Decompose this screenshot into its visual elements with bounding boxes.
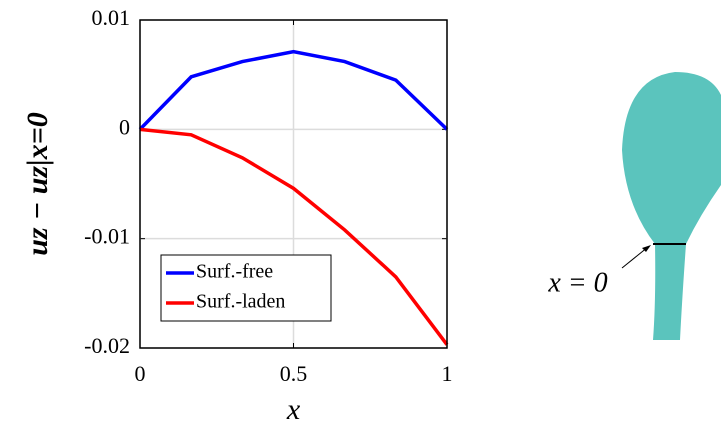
annotation: x = 0 — [547, 267, 607, 298]
axes-box — [139, 19, 448, 349]
y-tick-label: 0.01 — [92, 5, 131, 30]
y-tick-label: -0.01 — [84, 224, 130, 249]
arrow — [621, 246, 649, 269]
series-line — [138, 49, 449, 131]
series-line — [139, 127, 449, 346]
x-tick-label: 0 — [135, 361, 146, 386]
drop-shape — [622, 72, 721, 340]
y-tick-label: 0 — [119, 114, 130, 139]
legend-box — [160, 254, 332, 322]
x-axis-label: x — [286, 393, 301, 426]
legend-label: Surf.-laden — [196, 291, 285, 313]
legend-label: Surf.-free — [196, 261, 273, 283]
arrowhead — [642, 245, 651, 252]
y-axis-label: uz − uz|x=0 — [21, 112, 54, 256]
drop-diagram: x = 0 — [547, 72, 721, 340]
y-tick-label: -0.02 — [84, 333, 130, 358]
x-tick-label: 1 — [442, 361, 453, 386]
x-tick-label: 0.5 — [280, 361, 308, 386]
